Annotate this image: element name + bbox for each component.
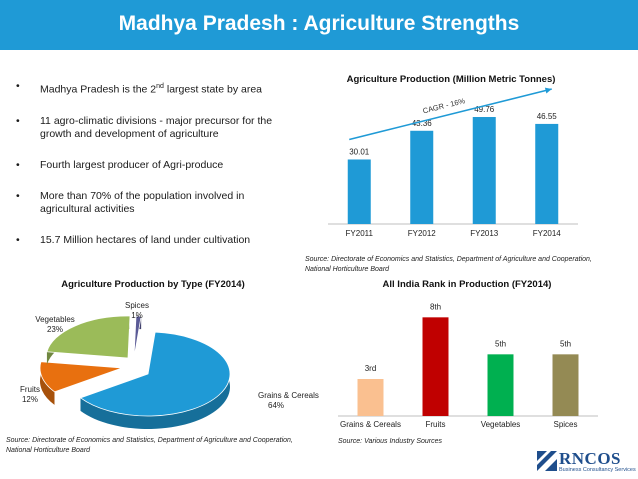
- production-value-label: 30.01: [349, 147, 370, 156]
- pie-slice-label: Grains & Cereals: [258, 391, 319, 400]
- production-category-label: FY2011: [346, 229, 374, 238]
- rank-bar: [552, 354, 579, 416]
- pie-slice-label: Spices: [125, 301, 149, 310]
- pie-slice-side: [39, 361, 55, 405]
- rank-bar: [357, 379, 384, 416]
- pie-slice: [46, 315, 131, 359]
- bullet-item: • More than 70% of the population involve…: [16, 189, 245, 215]
- rank-category-label: Fruits: [426, 420, 446, 429]
- rank-category-label: Vegetables: [481, 420, 521, 429]
- pie-slice-percent: 12%: [22, 395, 38, 404]
- type-chart-title: Agriculture Production by Type (FY2014): [61, 279, 245, 290]
- pie-slice-percent: 64%: [268, 401, 284, 410]
- company-logo: RNCOS Business Consultancy Services: [537, 449, 637, 479]
- rank-value-label: 5th: [495, 339, 506, 348]
- page-title: Madhya Pradesh : Agriculture Strengths: [118, 12, 520, 35]
- rank-chart-title: All India Rank in Production (FY2014): [383, 279, 552, 290]
- pie-slice: [79, 331, 231, 417]
- production-category-label: FY2012: [408, 229, 437, 238]
- rank-bar: [422, 317, 449, 416]
- cagr-arrow-head: [544, 87, 552, 94]
- production-bar: [347, 159, 371, 224]
- pie-slice: [39, 361, 123, 393]
- bullet-glyph: •: [16, 158, 20, 171]
- production-value-label: 43.36: [412, 119, 433, 128]
- title-bar: Madhya Pradesh : Agriculture Strengths: [0, 0, 638, 50]
- pie-slice-label: Vegetables: [35, 315, 75, 324]
- production-value-label: 46.55: [537, 112, 558, 121]
- rank-value-label: 3rd: [365, 364, 377, 373]
- bullet-glyph: •: [16, 189, 20, 202]
- production-value-label: 49.76: [474, 105, 495, 114]
- rank-category-label: Spices: [553, 420, 577, 429]
- production-bar: [535, 123, 559, 224]
- source-note: Source: Directorate of Economics and Sta…: [6, 437, 293, 454]
- production-category-label: FY2013: [470, 229, 499, 238]
- production-chart-title: Agriculture Production (Million Metric T…: [347, 74, 556, 85]
- bullet-glyph: •: [16, 80, 20, 92]
- rank-bar: [487, 354, 514, 416]
- bullet-item: • 11 agro-climatic divisions - major prec…: [16, 114, 273, 140]
- pie-slice-percent: 23%: [47, 325, 63, 334]
- bullet-item: • Fourth largest producer of Agri-produce: [16, 158, 224, 171]
- production-bar: [472, 117, 496, 224]
- source-note: Source: Directorate of Economics and Sta…: [305, 256, 592, 273]
- bullet-item: • Madhya Pradesh is the 2nd largest state…: [16, 80, 263, 96]
- pie-slice: [133, 315, 142, 359]
- production-category-label: FY2014: [533, 229, 562, 238]
- rank-value-label: 5th: [560, 339, 571, 348]
- logo-wordmark: RNCOS: [559, 449, 622, 468]
- logo-mark-icon: [537, 451, 557, 471]
- bullet-item: • 15.7 Million hectares of land under cul…: [16, 233, 251, 246]
- bullet-glyph: •: [16, 114, 20, 127]
- strengths-list: • Madhya Pradesh is the 2nd largest state…: [16, 80, 286, 265]
- bullet-glyph: •: [16, 233, 20, 246]
- rank-value-label: 8th: [430, 302, 441, 311]
- rank-category-label: Grains & Cereals: [340, 420, 401, 429]
- production-bar: [410, 130, 434, 224]
- pie-slice-percent: 1%: [131, 311, 143, 320]
- pie-slice-label: Fruits: [20, 385, 40, 394]
- source-note: Source: Various Industry Sources: [338, 438, 443, 445]
- cagr-arrow-line: [349, 88, 552, 141]
- logo-tagline: Business Consultancy Services: [559, 467, 636, 473]
